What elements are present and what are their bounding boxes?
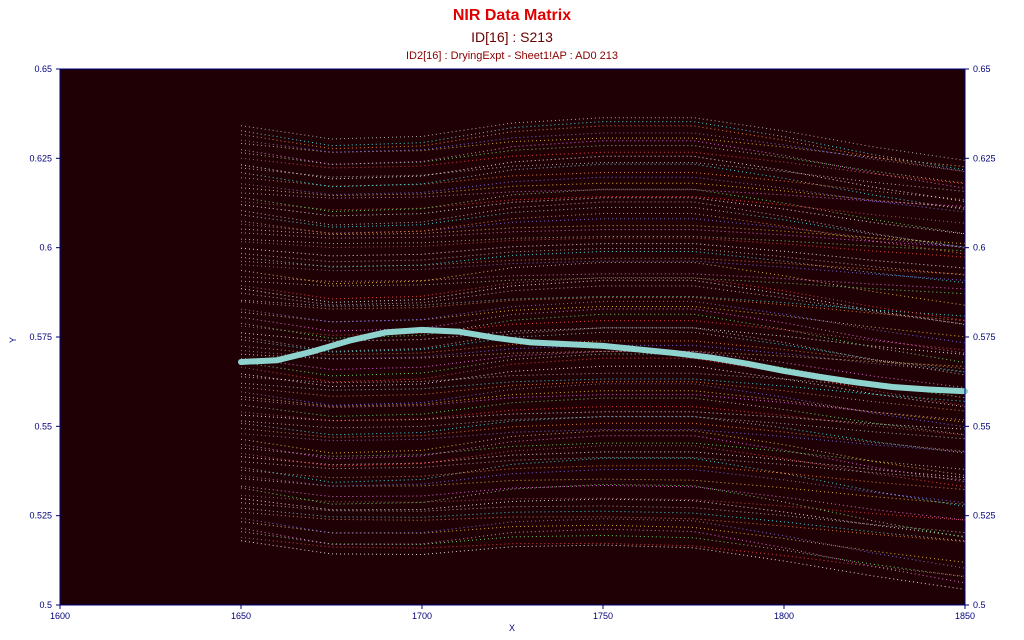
background-series-line [240,313,966,363]
background-series-line [240,442,966,470]
background-series-line [240,511,966,543]
background-series-line [240,344,966,373]
background-series-line [240,296,966,317]
background-series-line [240,483,966,538]
background-series-line [240,465,966,491]
background-series-line [240,308,966,354]
x-tick-label: 1750 [593,611,613,621]
background-series-line [240,155,966,202]
background-series-line [240,416,966,440]
background-series-line [240,196,966,224]
y-tick-label-right: 0.6 [973,243,986,253]
background-series-line [240,357,966,407]
background-series-line [240,225,966,245]
background-series-line [240,411,966,430]
background-series-line [240,243,966,269]
y-axis-ticks: 0.5 0.5 0.525 0.525 0.55 0.55 0.575 0.575 0.6 0.6… [29,64,995,610]
background-series-line [240,182,966,209]
background-series-line [240,394,966,421]
y-tick-label-left: 0.55 [34,421,52,431]
background-series-line [240,353,966,399]
background-series-line [240,189,966,207]
background-series-line [240,350,966,367]
x-tick-label: 1650 [231,611,251,621]
background-series-line [240,296,966,322]
y-tick-label-right: 0.525 [973,511,996,521]
chart-title: NIR Data Matrix [452,7,572,24]
x-tick-label: 1600 [50,611,70,621]
background-series-line [240,261,966,306]
y-tick-label-right: 0.5 [973,600,986,610]
background-series-line [240,507,966,542]
y-tick-label-right: 0.625 [973,153,996,163]
y-axis-label: Y [8,337,18,343]
highlight-series-line [238,326,968,395]
y-tick-label-right: 0.55 [973,421,991,431]
background-series-line [240,121,966,171]
y-tick-label-left: 0.6 [39,243,52,253]
x-axis-ticks: 1600 1650 1700 1750 1800 1850 [50,605,975,621]
y-tick-label-left: 0.525 [29,511,52,521]
background-series-line [240,188,966,235]
y-tick-label-left: 0.5 [39,600,52,610]
chart-subtitle: ID[16] : S213 [471,29,553,45]
background-series-line [240,429,966,453]
background-series-line [240,273,966,290]
background-series-line [240,163,966,210]
background-series-group [240,117,966,590]
background-series-line [240,229,966,248]
background-series-line [240,327,966,355]
background-series-line [240,327,966,376]
y-tick-label-left: 0.625 [29,153,52,163]
background-series-line [240,277,966,321]
background-series-line [240,457,966,507]
background-series-line [240,457,966,481]
background-series-line [240,494,966,521]
y-tick-label-left: 0.575 [29,332,52,342]
y-tick-label-right: 0.65 [973,64,991,74]
background-series-line [240,277,966,295]
background-series-line [240,201,966,249]
background-series-line [240,527,966,584]
background-series-line [240,257,966,275]
background-series-line [240,435,966,483]
x-tick-label: 1850 [955,611,975,621]
x-tick-label: 1800 [774,611,794,621]
background-series-line [240,125,966,173]
background-series-line [240,536,966,577]
background-series-line [240,383,966,428]
y-tick-label-right: 0.575 [973,332,996,342]
background-series-line [240,478,966,505]
x-axis-label: X [509,623,515,633]
background-series-line [240,300,966,344]
background-series-line [240,237,966,258]
background-series-line [240,279,966,325]
chart-subtitle-2: ID2[16] : DryingExpt - Sheet1!AP : AD0 2… [406,50,618,62]
background-series-line [240,172,966,201]
background-series-line [240,502,966,534]
plot-area [60,69,965,605]
background-series-line [240,378,966,402]
background-series-line [240,248,966,276]
background-series-line [240,236,966,252]
background-series-line [240,372,966,393]
background-series-line [240,430,966,476]
background-series-line [240,140,966,189]
background-series-line [240,117,966,161]
x-tick-label: 1700 [412,611,432,621]
background-series-line [240,451,966,478]
background-series-line [240,260,966,281]
y-tick-label-left: 0.65 [34,64,52,74]
